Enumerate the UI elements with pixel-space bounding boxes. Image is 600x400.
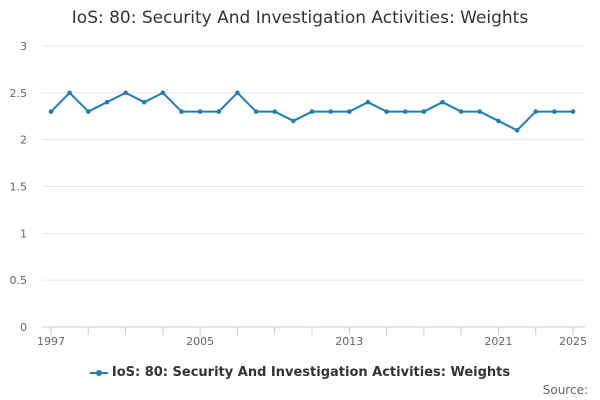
data-point[interactable] <box>85 109 91 114</box>
data-point[interactable] <box>291 118 296 124</box>
x-tick-label: 2013 <box>335 335 363 348</box>
data-point[interactable] <box>179 109 184 114</box>
data-point[interactable] <box>160 90 166 96</box>
data-point[interactable] <box>123 90 128 96</box>
data-point[interactable] <box>235 90 240 96</box>
x-axis <box>42 326 585 335</box>
y-tick-label: 1.5 <box>10 181 28 194</box>
legend-marker <box>95 369 102 376</box>
data-point[interactable] <box>67 90 72 96</box>
legend-swatch <box>89 369 108 376</box>
data-point[interactable] <box>365 99 371 105</box>
data-point[interactable] <box>458 109 464 114</box>
legend[interactable]: IoS: 80: Security And Investigation Acti… <box>0 365 600 380</box>
y-tick-label: 2.5 <box>10 87 28 100</box>
data-point[interactable] <box>514 128 520 133</box>
y-tick-label: 0 <box>20 321 27 334</box>
x-tick-labels: 1997 2005 2013 2021 2025 <box>37 335 587 348</box>
x-tick-label: 1997 <box>37 335 65 348</box>
data-point[interactable] <box>570 109 576 114</box>
y-tick-label: 3 <box>20 40 27 53</box>
data-point[interactable] <box>496 118 501 124</box>
data-point[interactable] <box>216 109 222 114</box>
data-point[interactable] <box>421 109 427 114</box>
data-point[interactable] <box>104 99 110 105</box>
data-point[interactable] <box>477 109 483 114</box>
source-label: Source: <box>542 383 588 397</box>
data-point[interactable] <box>533 109 539 114</box>
chart-title: IoS: 80: Security And Investigation Acti… <box>71 8 529 28</box>
data-point[interactable] <box>309 109 315 114</box>
x-tick-label: 2025 <box>559 335 587 348</box>
data-point[interactable] <box>384 109 389 114</box>
y-axis: 0 0.5 1 1.5 2 2.5 3 <box>10 40 28 334</box>
gridlines <box>42 45 585 281</box>
y-tick-label: 2 <box>20 134 27 147</box>
data-point[interactable] <box>197 109 203 114</box>
data-point[interactable] <box>346 109 352 114</box>
data-point[interactable] <box>402 109 408 114</box>
legend-label: IoS: 80: Security And Investigation Acti… <box>111 365 511 380</box>
data-point[interactable] <box>141 99 147 105</box>
data-point[interactable] <box>440 99 445 105</box>
data-point[interactable] <box>552 109 557 114</box>
data-point[interactable] <box>328 109 333 114</box>
data-point[interactable] <box>272 109 278 114</box>
x-tick-label: 2021 <box>484 335 512 348</box>
x-tick-label: 2005 <box>186 335 214 348</box>
y-tick-label: 0.5 <box>10 274 28 287</box>
data-point[interactable] <box>253 109 259 114</box>
y-tick-label: 1 <box>20 227 27 240</box>
series-line <box>48 90 576 133</box>
data-point[interactable] <box>48 109 54 114</box>
